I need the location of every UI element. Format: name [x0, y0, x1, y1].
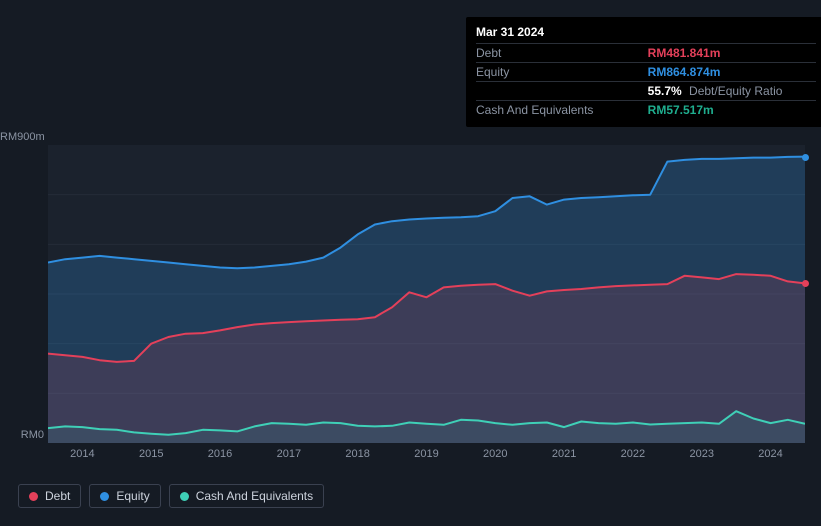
chart-root: Mar 31 2024 DebtRM481.841mEquityRM864.87…	[0, 0, 821, 526]
tooltip-row-label: Equity	[476, 63, 648, 82]
debt-end-marker	[802, 280, 809, 287]
legend-item-equity[interactable]: Equity	[89, 484, 160, 508]
legend-item-debt[interactable]: Debt	[18, 484, 81, 508]
xaxis-tick-label: 2014	[48, 448, 117, 460]
legend-label: Cash And Equivalents	[196, 489, 313, 503]
legend-label: Debt	[45, 489, 70, 503]
xaxis-tick-label: 2019	[392, 448, 461, 460]
xaxis-tick-label: 2016	[186, 448, 255, 460]
legend-swatch	[29, 492, 38, 501]
yaxis-label-top: RM900m	[0, 131, 44, 143]
tooltip-row-value: 55.7% Debt/Equity Ratio	[648, 82, 816, 101]
xaxis-tick-label: 2023	[667, 448, 736, 460]
xaxis-labels: 2014201520162017201820192020202120222023…	[48, 448, 805, 460]
legend-item-cash-and-equivalents[interactable]: Cash And Equivalents	[169, 484, 324, 508]
tooltip-row-value: RM481.841m	[648, 44, 816, 63]
xaxis-tick-label: 2024	[736, 448, 805, 460]
tooltip-row-value: RM57.517m	[648, 101, 816, 120]
tooltip-row-label: Debt	[476, 44, 648, 63]
legend-swatch	[100, 492, 109, 501]
chart-legend: Debt Equity Cash And Equivalents	[18, 484, 324, 508]
legend-swatch	[180, 492, 189, 501]
tooltip-table: DebtRM481.841mEquityRM864.874m55.7% Debt…	[476, 43, 816, 119]
xaxis-tick-label: 2022	[599, 448, 668, 460]
xaxis-tick-label: 2021	[530, 448, 599, 460]
xaxis-tick-label: 2015	[117, 448, 186, 460]
equity-end-marker	[802, 154, 809, 161]
xaxis-tick-label: 2020	[461, 448, 530, 460]
chart-tooltip: Mar 31 2024 DebtRM481.841mEquityRM864.87…	[466, 17, 821, 127]
legend-label: Equity	[116, 489, 149, 503]
tooltip-row-label	[476, 82, 648, 101]
xaxis-tick-label: 2018	[323, 448, 392, 460]
tooltip-row-label: Cash And Equivalents	[476, 101, 648, 120]
xaxis-tick-label: 2017	[254, 448, 323, 460]
financials-area-chart[interactable]	[48, 145, 805, 443]
tooltip-row-value: RM864.874m	[648, 63, 816, 82]
tooltip-date: Mar 31 2024	[476, 25, 816, 43]
yaxis-label-bottom: RM0	[0, 429, 44, 441]
